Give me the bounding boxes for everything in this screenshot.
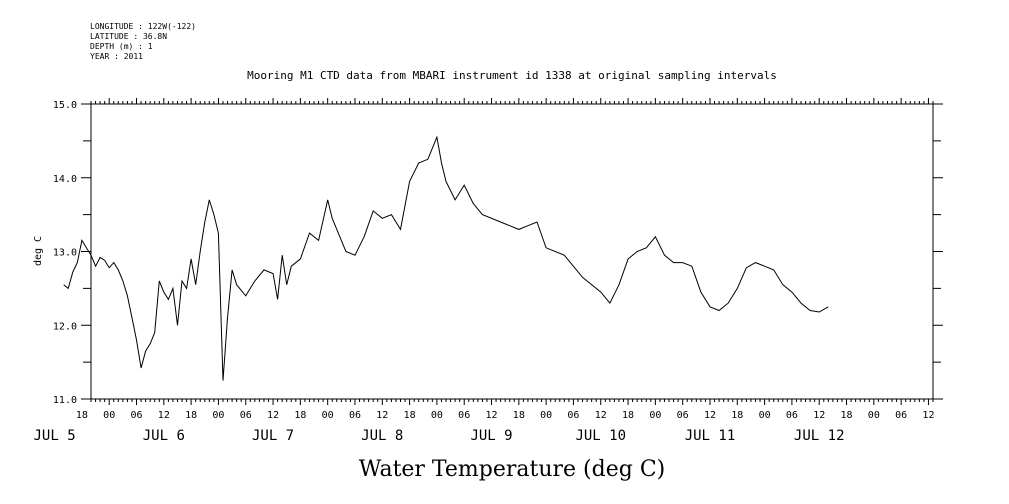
- x-tick-label: 18: [76, 410, 88, 421]
- x-day-label: JUL 8: [361, 428, 403, 444]
- metadata-block: LONGITUDE : 122W(-122) LATITUDE : 36.8N …: [90, 22, 196, 61]
- x-tick-label: 06: [677, 410, 689, 421]
- x-tick-label: 00: [540, 410, 552, 421]
- x-tick-label: 12: [595, 410, 607, 421]
- y-tick-label: 11.0: [53, 395, 77, 406]
- metadata-depth: DEPTH (m) : 1: [90, 42, 153, 51]
- x-tick-label: 18: [404, 410, 416, 421]
- x-axis-label: Water Temperature (deg C): [359, 457, 666, 482]
- x-tick-label: 06: [349, 410, 361, 421]
- x-tick-label: 06: [130, 410, 142, 421]
- x-tick-label: 00: [649, 410, 661, 421]
- x-tick-label: 06: [240, 410, 252, 421]
- chart-title: Mooring M1 CTD data from MBARI instrumen…: [247, 69, 777, 82]
- x-tick-label: 18: [185, 410, 197, 421]
- y-tick-labels: 11.0 12.0 13.0 14.0 15.0: [53, 100, 77, 406]
- x-day-label: JUL 10: [575, 428, 626, 444]
- y-axis-label: deg C: [33, 236, 44, 266]
- x-tick-label: 18: [513, 410, 525, 421]
- x-tick-label: 12: [813, 410, 825, 421]
- x-tick-label: 18: [622, 410, 634, 421]
- x-tick-label: 12: [485, 410, 497, 421]
- x-tick-label: 06: [567, 410, 579, 421]
- x-tick-label: 00: [431, 410, 443, 421]
- y-tick-label: 12.0: [53, 321, 77, 332]
- x-day-label: JUL 9: [470, 428, 512, 444]
- metadata-longitude: LONGITUDE : 122W(-122): [90, 22, 196, 31]
- metadata-latitude: LATITUDE : 36.8N: [90, 32, 167, 41]
- x-tick-label: 00: [868, 410, 880, 421]
- x-tick-label: 06: [458, 410, 470, 421]
- x-day-label: JUL 5: [34, 428, 76, 444]
- x-tick-label: 06: [786, 410, 798, 421]
- x-tick-label: 00: [103, 410, 115, 421]
- x-day-label: JUL 7: [252, 428, 294, 444]
- series-line: [63, 135, 829, 381]
- x-tick-label: 18: [294, 410, 306, 421]
- axis-ticks: [81, 98, 943, 405]
- x-tick-label: 12: [267, 410, 279, 421]
- x-tick-label: 00: [212, 410, 224, 421]
- x-tick-label: 00: [322, 410, 334, 421]
- x-day-label: JUL 11: [685, 428, 736, 444]
- y-tick-label: 13.0: [53, 248, 77, 259]
- y-tick-label: 14.0: [53, 174, 77, 185]
- y-tick-label: 15.0: [53, 100, 77, 111]
- x-tick-label: 12: [158, 410, 170, 421]
- x-tick-label: 18: [841, 410, 853, 421]
- x-tick-label: 18: [731, 410, 743, 421]
- metadata-year: YEAR : 2011: [90, 52, 143, 61]
- x-tick-labels: 18 00 06 12 18 00 06 12 18 00 06 12 18 00 06 12 18 00 06 12…: [76, 410, 935, 421]
- x-tick-label: 12: [704, 410, 716, 421]
- x-tick-label: 06: [895, 410, 907, 421]
- x-day-label: JUL 6: [143, 428, 185, 444]
- x-tick-label: 00: [759, 410, 771, 421]
- x-tick-label: 12: [376, 410, 388, 421]
- x-day-labels: JUL 5 JUL 6 JUL 7 JUL 8 JUL 9 JUL 10 JUL 11 JUL…: [34, 428, 845, 444]
- x-tick-label: 12: [922, 410, 934, 421]
- plot-frame: [90, 103, 934, 400]
- x-day-label: JUL 12: [794, 428, 845, 444]
